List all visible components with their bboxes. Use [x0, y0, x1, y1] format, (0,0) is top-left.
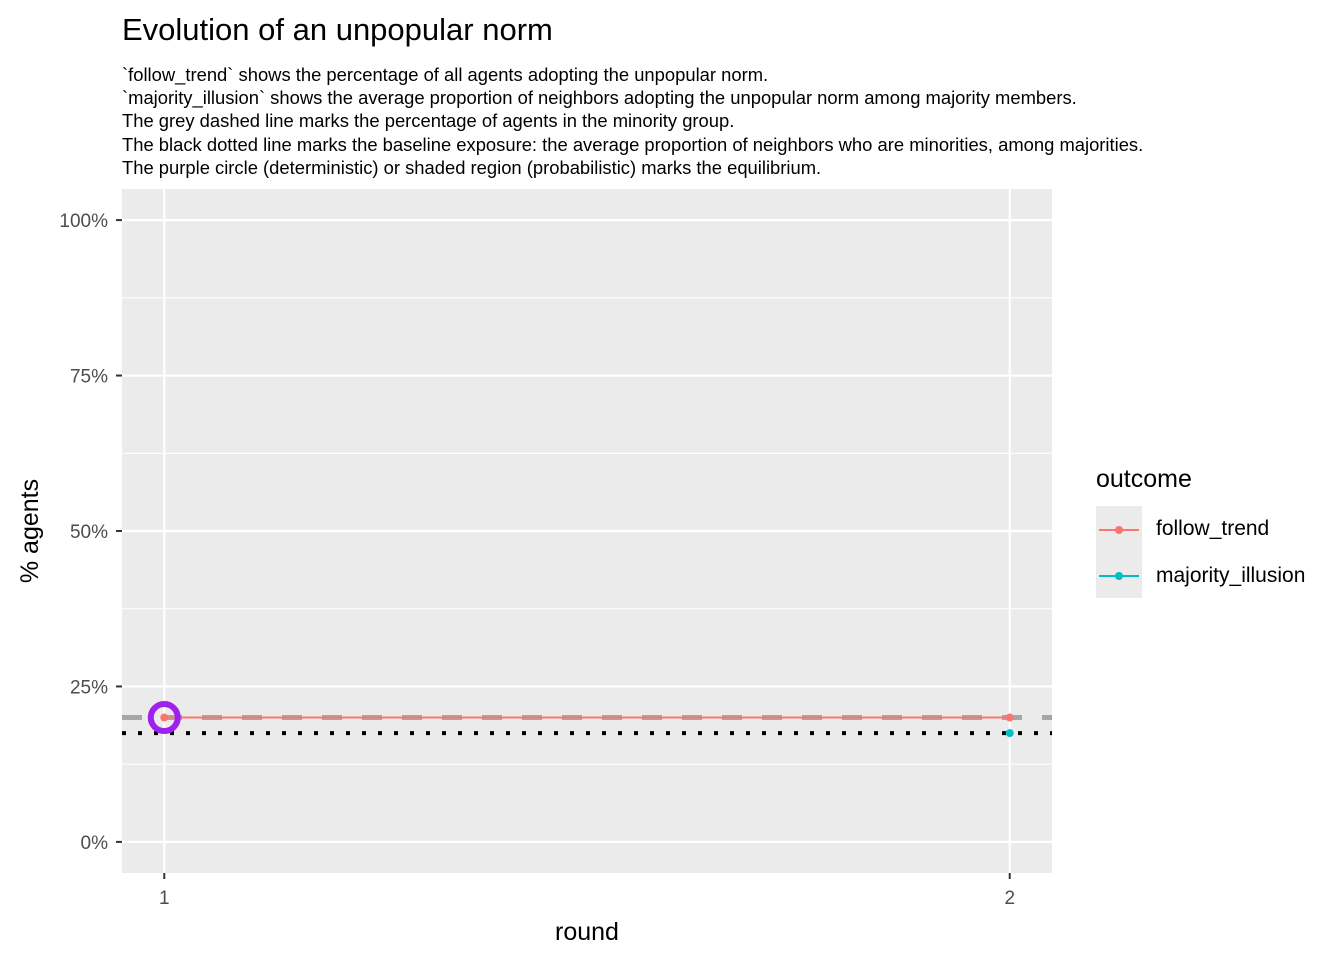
subtitle-line: The black dotted line marks the baseline… [122, 133, 1144, 155]
legend-label-majority-illusion: majority_illusion [1156, 564, 1306, 587]
data-point-follow-trend [1005, 713, 1014, 722]
legend-key-majority-illusion-point [1115, 572, 1123, 580]
chart-title: Evolution of an unpopular norm [122, 12, 553, 47]
data-point-majority-illusion [1005, 729, 1014, 738]
y-tick-label: 25% [70, 677, 108, 698]
legend-title: outcome [1096, 465, 1192, 493]
equilibrium-circle [147, 701, 181, 735]
legend-key-follow-trend-point [1115, 526, 1123, 534]
data-point-follow-trend [160, 713, 169, 722]
x-tick-label: 2 [1004, 888, 1015, 909]
legend-key-background [1096, 506, 1142, 598]
subtitle-line: `follow_trend` shows the percentage of a… [122, 64, 769, 85]
chart-subtitle: `follow_trend` shows the percentage of a… [122, 63, 1143, 179]
x-axis-title: round [555, 918, 619, 946]
subtitle-line: `majority_illusion` shows the average pr… [122, 87, 1077, 109]
y-tick-label: 0% [81, 833, 109, 854]
legend-label-follow-trend: follow_trend [1156, 517, 1270, 540]
y-axis-title: % agents [16, 479, 44, 583]
y-tick-label: 75% [70, 367, 108, 388]
subtitle-line: The grey dashed line marks the percentag… [122, 110, 735, 132]
subtitle-line: The purple circle (deterministic) or sha… [122, 156, 822, 178]
y-tick-label: 100% [59, 211, 108, 232]
y-tick-label: 50% [70, 522, 108, 543]
x-tick-label: 1 [159, 888, 170, 909]
